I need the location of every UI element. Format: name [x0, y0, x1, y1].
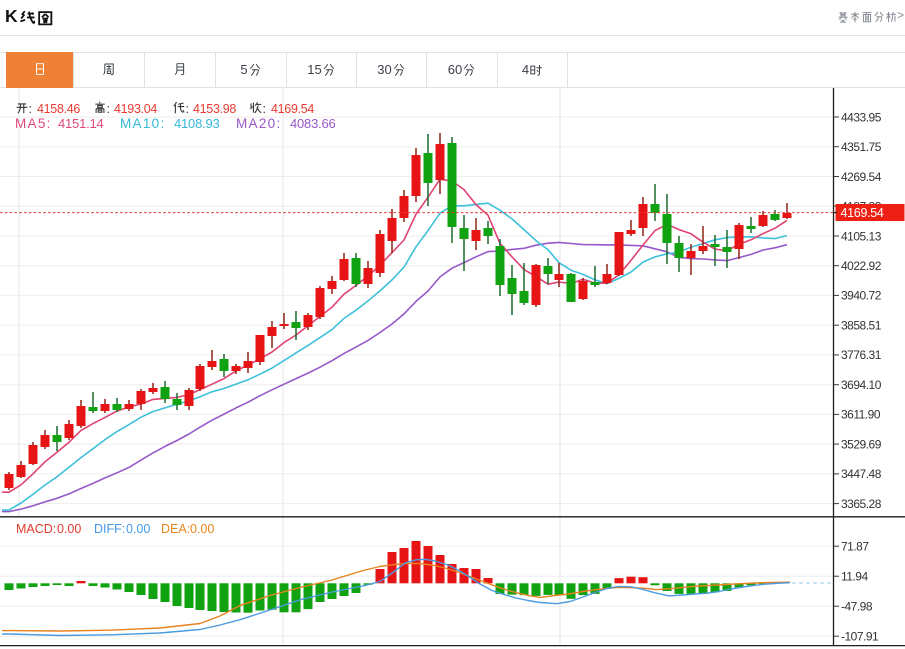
- svg-text:3365.28: 3365.28: [841, 497, 882, 511]
- svg-text:3447.48: 3447.48: [841, 467, 882, 481]
- svg-text:4105.13: 4105.13: [841, 229, 882, 243]
- svg-text:4022.92: 4022.92: [841, 259, 882, 273]
- svg-text:3529.69: 3529.69: [841, 437, 882, 451]
- svg-text:11.94: 11.94: [841, 570, 868, 584]
- svg-text:4351.75: 4351.75: [841, 140, 882, 154]
- svg-text:3694.10: 3694.10: [841, 378, 882, 392]
- svg-text:4433.95: 4433.95: [841, 110, 882, 124]
- svg-text:3611.90: 3611.90: [841, 408, 881, 422]
- svg-text:71.87: 71.87: [841, 540, 869, 554]
- svg-text:3776.31: 3776.31: [841, 348, 882, 362]
- svg-text:3858.51: 3858.51: [841, 319, 882, 333]
- svg-text:4269.54: 4269.54: [841, 170, 882, 184]
- svg-text:4169.54: 4169.54: [841, 206, 884, 220]
- svg-text:-47.98: -47.98: [841, 600, 873, 614]
- svg-text:-107.91: -107.91: [841, 630, 879, 644]
- svg-text:3940.72: 3940.72: [841, 289, 882, 303]
